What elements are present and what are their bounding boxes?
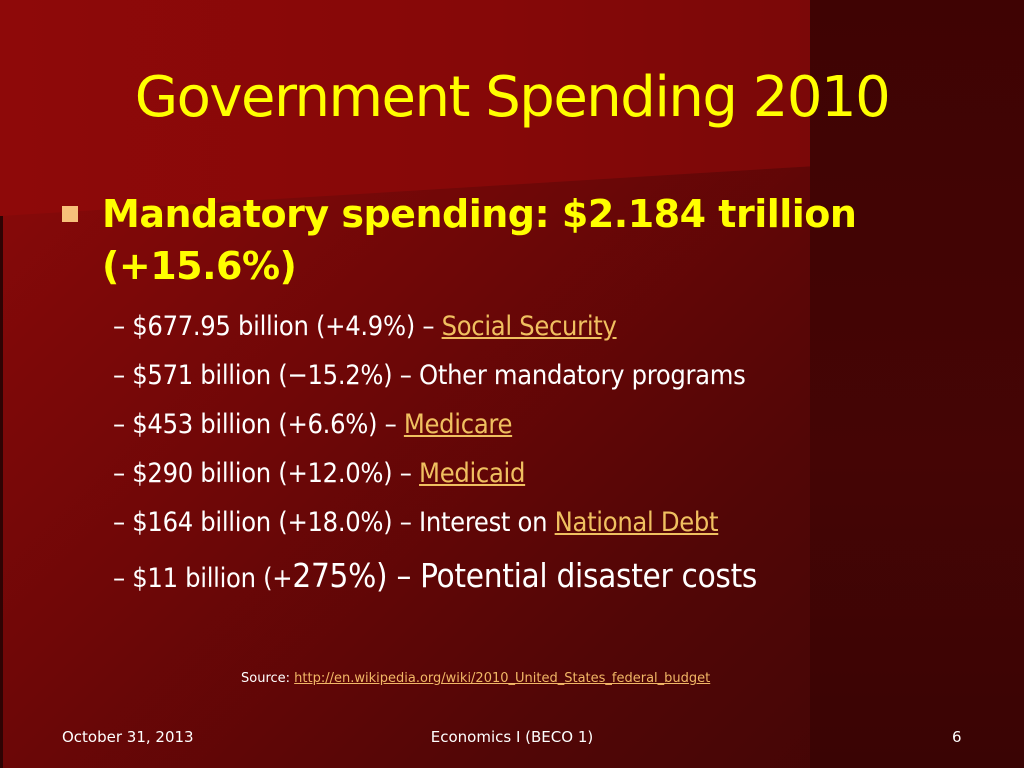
sub-item-medicare: – $453 billion (+6.6%) – Medicare <box>113 400 993 449</box>
medicaid-link[interactable]: Medicaid <box>419 458 526 489</box>
sub-item-prefix: $290 billion (+12.0%) – <box>132 458 412 489</box>
sub-bullet-list: – $677.95 billion (+4.9%) – Social Secur… <box>113 302 993 608</box>
slide-title: Government Spending 2010 <box>134 65 891 130</box>
sub-item-text: Other mandatory programs <box>419 360 746 391</box>
sub-item-prefix-big: 275%) – Potential disaster costs <box>292 556 758 595</box>
footer-course: Economics I (BECO 1) <box>430 728 594 746</box>
sub-item-medicaid: – $290 billion (+12.0%) – Medicaid <box>113 449 993 498</box>
source-link[interactable]: http://en.wikipedia.org/wiki/2010_United… <box>294 671 711 686</box>
main-bullet-text: Mandatory spending: $2.184 trillion (+15… <box>102 188 962 292</box>
sub-item-prefix: $677.95 billion (+4.9%) – <box>132 311 435 342</box>
main-bullet-line2: (+15.6%) <box>102 244 297 288</box>
dash: – <box>113 507 125 538</box>
sub-item-prefix: $164 billion (+18.0%) – Interest on <box>132 507 548 538</box>
medicare-link[interactable]: Medicare <box>403 409 513 440</box>
social-security-link[interactable]: Social Security <box>441 311 617 342</box>
sub-item-social-security: – $677.95 billion (+4.9%) – Social Secur… <box>113 302 993 351</box>
sub-item-prefix: $571 billion (−15.2%) – <box>132 360 412 391</box>
dash: – <box>113 360 125 391</box>
sub-item-other-mandatory: – $571 billion (−15.2%) – Other mandator… <box>113 351 993 400</box>
dash: – <box>113 458 125 489</box>
sub-item-national-debt: – $164 billion (+18.0%) – Interest on Na… <box>113 498 993 547</box>
square-bullet-icon <box>62 206 78 222</box>
slide-number: 6 <box>952 728 962 746</box>
left-edge-shadow <box>0 216 3 768</box>
main-bullet-line1: Mandatory spending: $2.184 trillion <box>102 192 857 236</box>
footer-date: October 31, 2013 <box>62 728 194 746</box>
dash: – <box>113 409 125 440</box>
sub-item-prefix: $453 billion (+6.6%) – <box>132 409 397 440</box>
sub-item-prefix-small: $11 billion (+ <box>132 563 293 594</box>
right-dark-panel <box>810 0 1024 768</box>
dash: – <box>113 563 125 594</box>
sub-item-disaster-costs: – $11 billion (+275%) – Potential disast… <box>113 547 993 608</box>
national-debt-link[interactable]: National Debt <box>554 507 719 538</box>
source-label: Source: <box>241 671 291 686</box>
source-line: Source: http://en.wikipedia.org/wiki/201… <box>241 670 710 688</box>
dash: – <box>113 311 125 342</box>
